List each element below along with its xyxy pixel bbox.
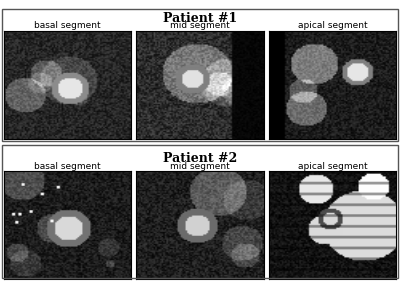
Title: apical segment: apical segment — [298, 21, 367, 30]
Text: Patient #1: Patient #1 — [163, 12, 237, 25]
Title: basal segment: basal segment — [34, 21, 101, 30]
Title: mid segment: mid segment — [170, 21, 230, 30]
Title: apical segment: apical segment — [298, 162, 367, 171]
Text: Patient #2: Patient #2 — [163, 152, 237, 165]
Title: mid segment: mid segment — [170, 162, 230, 171]
Title: basal segment: basal segment — [34, 162, 101, 171]
